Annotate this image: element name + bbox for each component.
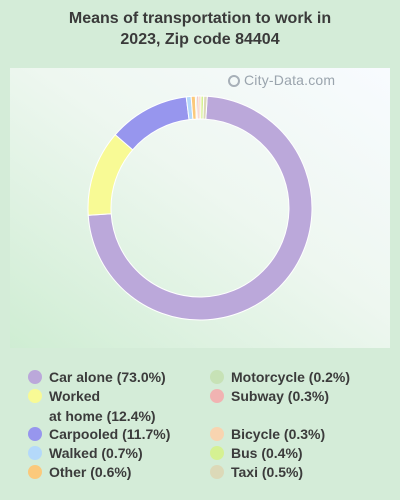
legend-swatch xyxy=(28,370,42,384)
donut-slice-taxi xyxy=(202,95,208,120)
legend-label: Subway (0.3%) xyxy=(231,388,330,404)
legend-label: Worked at home (12.4%) xyxy=(49,388,156,424)
legend-label: Car alone (73.0%) xyxy=(49,369,166,385)
legend-label: Other (0.6%) xyxy=(49,464,132,480)
legend-label: Bicycle (0.3%) xyxy=(231,426,326,442)
legend-swatch xyxy=(210,370,224,384)
watermark-text: City-Data.com xyxy=(244,72,336,88)
legend-item-bicycle: Bicycle (0.3%) xyxy=(210,424,325,442)
legend-swatch xyxy=(28,446,42,460)
legend-item-taxi: Taxi (0.5%) xyxy=(210,462,303,480)
chart-title: Means of transportation to work in 2023,… xyxy=(0,8,400,50)
legend-swatch xyxy=(210,446,224,460)
donut-slice-car-alone xyxy=(87,95,313,321)
legend-label: Carpooled (11.7%) xyxy=(49,426,171,442)
legend-label: Walked (0.7%) xyxy=(49,445,143,461)
legend-item-carpooled: Carpooled (11.7%) xyxy=(28,424,170,442)
legend-item-bus: Bus (0.4%) xyxy=(210,443,303,461)
legend-swatch xyxy=(28,465,42,479)
legend-label: Bus (0.4%) xyxy=(231,445,303,461)
legend-swatch xyxy=(210,427,224,441)
legend-swatch xyxy=(28,427,42,441)
legend-swatch xyxy=(28,389,42,403)
legend-label: Motorcycle (0.2%) xyxy=(231,369,351,385)
legend-item-other: Other (0.6%) xyxy=(28,462,131,480)
chart-title-line-1: Means of transportation to work in xyxy=(68,10,332,27)
legend-item-worked-at-home: Worked at home (12.4%) xyxy=(28,386,156,424)
watermark: City-Data.com xyxy=(228,72,378,90)
magnifier-icon xyxy=(228,75,240,87)
legend-item-motorcycle: Motorcycle (0.2%) xyxy=(210,367,350,385)
chart-title-line-2: 2023, Zip code 84404 xyxy=(120,31,280,48)
legend-swatch xyxy=(210,389,224,403)
legend-label: Taxi (0.5%) xyxy=(231,464,304,480)
legend-item-car-alone: Car alone (73.0%) xyxy=(28,367,166,385)
legend-item-subway: Subway (0.3%) xyxy=(210,386,329,404)
legend-item-walked: Walked (0.7%) xyxy=(28,443,143,461)
legend-swatch xyxy=(210,465,224,479)
